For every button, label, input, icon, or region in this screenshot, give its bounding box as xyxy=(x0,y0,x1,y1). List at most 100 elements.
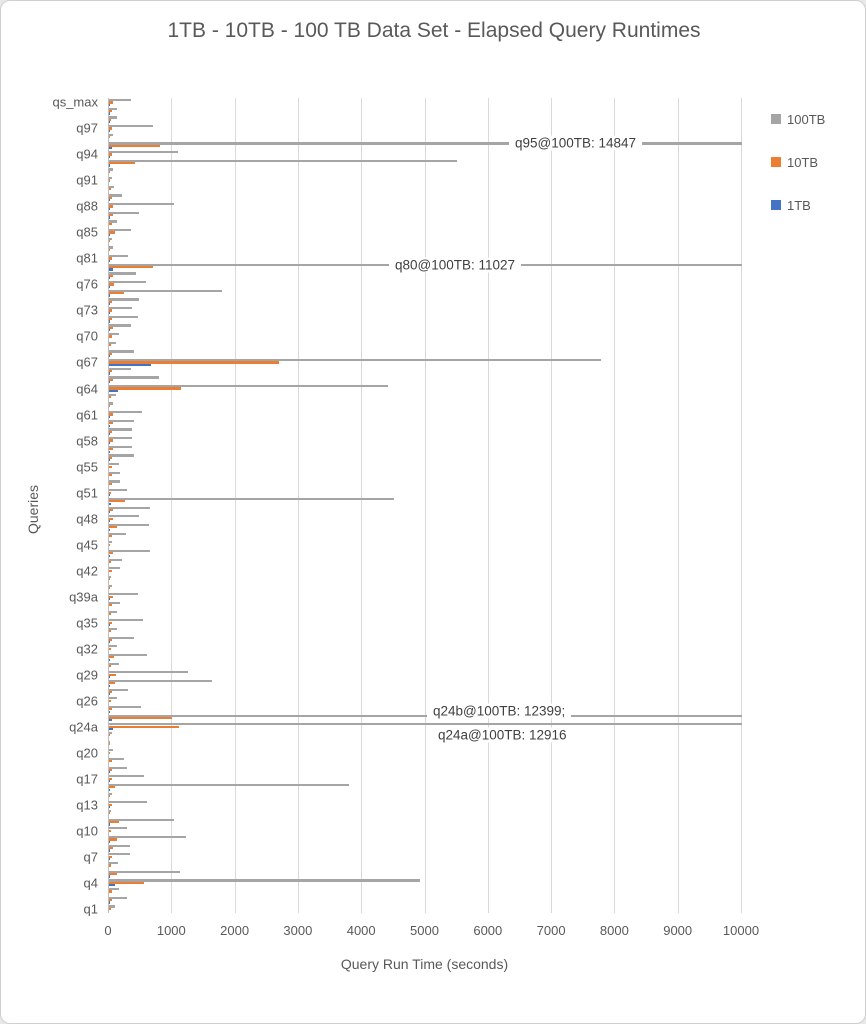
bar-q55-10tb xyxy=(109,465,112,468)
bar-q72-100tb xyxy=(109,315,139,318)
y-axis-label-q76: q76 xyxy=(76,276,98,292)
y-axis-label-q91: q91 xyxy=(76,172,98,188)
bar-q98-1tb xyxy=(109,121,110,124)
annotation-1: q80@100TB: 11027 xyxy=(389,257,522,273)
bar-q16-10tb xyxy=(109,786,116,789)
bar-q30-10tb xyxy=(109,664,112,668)
bar-q93-100tb xyxy=(109,159,457,162)
bar-q87-1tb xyxy=(109,216,110,219)
bar-q19-10tb xyxy=(109,760,112,763)
bar-q89-1tb xyxy=(109,199,110,202)
y-axis-label-q13: q13 xyxy=(76,797,98,813)
y-axis-label-q97: q97 xyxy=(76,120,98,136)
bar-q63-100tb xyxy=(109,393,116,396)
y-axis-label-q1: q1 xyxy=(83,901,98,917)
bar-q3-10tb xyxy=(109,890,112,893)
x-tick-1000: 1000 xyxy=(156,923,186,938)
bar-qs_max-100tb xyxy=(109,99,132,102)
bar-q88-100tb xyxy=(109,203,175,206)
bar-q92-100tb xyxy=(109,168,113,171)
bar-q46-100tb xyxy=(109,532,127,535)
bar-q24a-100tb xyxy=(109,723,742,726)
y-axis-label-q24a: q24a xyxy=(69,719,98,735)
bar-q62-10tb xyxy=(109,404,111,407)
bar-q35-100tb xyxy=(109,619,143,622)
bar-q75-100tb xyxy=(109,289,223,292)
bar-q24b-1tb xyxy=(109,719,113,722)
bar-q61-1tb xyxy=(109,415,110,419)
y-axis-label-q35: q35 xyxy=(76,615,98,630)
bar-q41-10tb xyxy=(109,578,110,581)
bar-q96-100tb xyxy=(109,133,114,136)
bar-q29-10tb xyxy=(109,673,116,676)
bar-q40-100tb xyxy=(109,584,112,587)
bar-q26-10tb xyxy=(109,699,111,702)
y-axis-label-q88: q88 xyxy=(76,198,98,214)
bar-q82-100tb xyxy=(109,246,113,249)
bar-q51-1tb xyxy=(109,493,110,497)
bar-q91-10tb xyxy=(109,179,111,182)
bar-q20-10tb xyxy=(109,751,111,754)
bar-q33-10tb xyxy=(109,638,112,642)
bar-q58-10tb xyxy=(109,439,113,442)
bar-q39a-100tb xyxy=(109,593,138,596)
bar-q85-1tb xyxy=(109,233,110,236)
bar-q66-100tb xyxy=(109,367,131,370)
bar-q33-1tb xyxy=(109,641,110,644)
legend-swatch-10tb xyxy=(771,157,781,167)
bar-q94-10tb xyxy=(109,153,113,156)
bar-qs_max-1tb xyxy=(109,103,110,106)
bar-q60-100tb xyxy=(109,419,134,422)
bar-q1-10tb xyxy=(109,907,111,910)
bar-q33-100tb xyxy=(109,636,134,639)
bar-q76-100tb xyxy=(109,281,147,284)
bar-q86-10tb xyxy=(109,222,112,225)
bar-q47-1tb xyxy=(109,528,110,531)
bar-q61-100tb xyxy=(109,411,142,414)
annotation-3: q24a@100TB: 12916 xyxy=(432,727,573,743)
bar-q19-100tb xyxy=(109,757,124,761)
bar-q4-10tb xyxy=(109,881,144,884)
bar-q94-100tb xyxy=(109,151,178,154)
bar-q27-100tb xyxy=(109,688,128,691)
bar-q54-100tb xyxy=(109,471,121,474)
y-axis-label-q29: q29 xyxy=(76,667,98,683)
bar-q93-10tb xyxy=(109,162,135,165)
bar-q20-100tb xyxy=(109,749,113,752)
bar-q15-100tb xyxy=(109,792,112,795)
gridline xyxy=(677,98,679,913)
y-axis-label-q61: q61 xyxy=(76,407,98,422)
bar-q84-10tb xyxy=(109,240,111,243)
bar-q34-100tb xyxy=(109,627,118,631)
y-axis-label-q20: q20 xyxy=(76,745,98,761)
bar-q39b-100tb xyxy=(109,601,120,605)
bar-q81-100tb xyxy=(109,255,128,258)
bar-q97-100tb xyxy=(109,125,154,128)
bar-q49-100tb xyxy=(109,506,151,509)
bar-q48-10tb xyxy=(109,517,114,520)
bar-q42-100tb xyxy=(109,567,121,570)
bar-q2-100tb xyxy=(109,896,127,899)
bar-q97-10tb xyxy=(109,127,113,130)
bar-q17-10tb xyxy=(109,777,112,780)
bar-q73-10tb xyxy=(109,309,112,312)
bar-q61-10tb xyxy=(109,413,113,416)
bar-q37-10tb xyxy=(109,612,111,616)
bar-q46-10tb xyxy=(109,534,112,538)
legend-item-10tb: 10TB xyxy=(771,155,818,170)
legend-swatch-1tb xyxy=(771,200,781,210)
bar-q40-10tb xyxy=(109,586,111,590)
x-tick-7000: 7000 xyxy=(536,923,566,938)
bar-q56-100tb xyxy=(109,454,134,457)
y-axis-label-q42: q42 xyxy=(76,563,98,578)
bar-q64-1tb xyxy=(109,389,118,392)
bar-q87-100tb xyxy=(109,211,139,214)
bar-q16-1tb xyxy=(109,788,111,791)
bar-q59-10tb xyxy=(109,430,112,433)
y-axis-label-q10: q10 xyxy=(76,823,98,839)
x-tick-5000: 5000 xyxy=(410,923,439,938)
bar-q1-100tb xyxy=(109,905,115,908)
y-axis-title: Queries xyxy=(25,484,41,534)
bar-q96-10tb xyxy=(109,136,111,139)
bar-q7-10tb xyxy=(109,855,113,858)
